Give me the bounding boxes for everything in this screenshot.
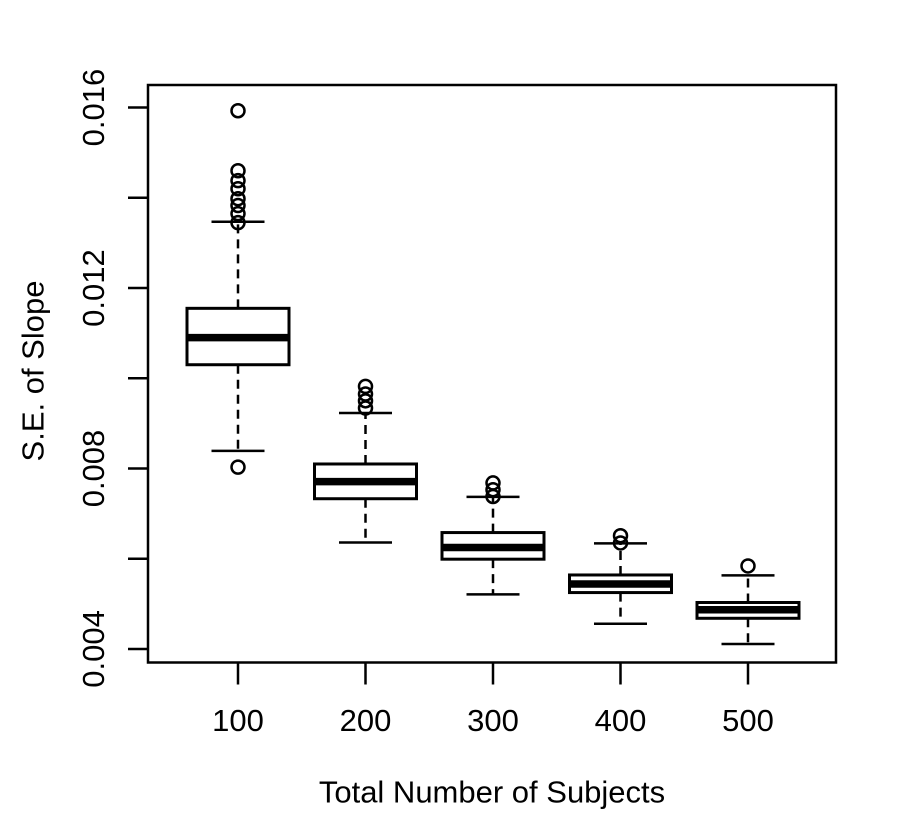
boxplot-group-300 bbox=[440, 475, 546, 596]
boxplot-group-200 bbox=[313, 378, 418, 544]
y-tick-label: 0.016 bbox=[76, 69, 111, 147]
outlier-point bbox=[357, 386, 374, 402]
outlier-point bbox=[230, 214, 246, 231]
outlier-point bbox=[230, 172, 246, 189]
outlier-point bbox=[230, 162, 246, 179]
y-axis-title: S.E. of Slope bbox=[15, 280, 51, 462]
x-tick-label: 500 bbox=[722, 703, 774, 738]
outlier-point bbox=[485, 481, 501, 498]
boxplot-group-100 bbox=[185, 102, 291, 475]
x-tick-label: 400 bbox=[595, 703, 647, 738]
boxplot-group-400 bbox=[568, 527, 673, 625]
y-tick-label: 0.008 bbox=[76, 430, 111, 508]
x-axis-title: Total Number of Subjects bbox=[318, 774, 666, 810]
y-tick-label: 0.004 bbox=[76, 610, 111, 688]
outlier-point bbox=[612, 535, 629, 551]
outlier-point bbox=[230, 190, 246, 207]
outlier-point bbox=[230, 205, 246, 222]
boxplot-group-500 bbox=[695, 558, 801, 646]
outlier-point bbox=[230, 197, 246, 214]
outlier-point bbox=[357, 378, 374, 395]
x-tick-label: 100 bbox=[212, 703, 264, 738]
outlier-point bbox=[357, 393, 374, 409]
x-tick-label: 300 bbox=[467, 703, 519, 738]
outlier-point bbox=[740, 558, 756, 574]
outlier-point bbox=[485, 475, 501, 491]
outlier-point bbox=[230, 459, 246, 475]
y-tick-label: 0.012 bbox=[76, 249, 111, 327]
outlier-point bbox=[230, 102, 246, 119]
outlier-point bbox=[230, 181, 246, 197]
outlier-point bbox=[612, 527, 629, 544]
x-tick-label: 200 bbox=[340, 703, 392, 738]
